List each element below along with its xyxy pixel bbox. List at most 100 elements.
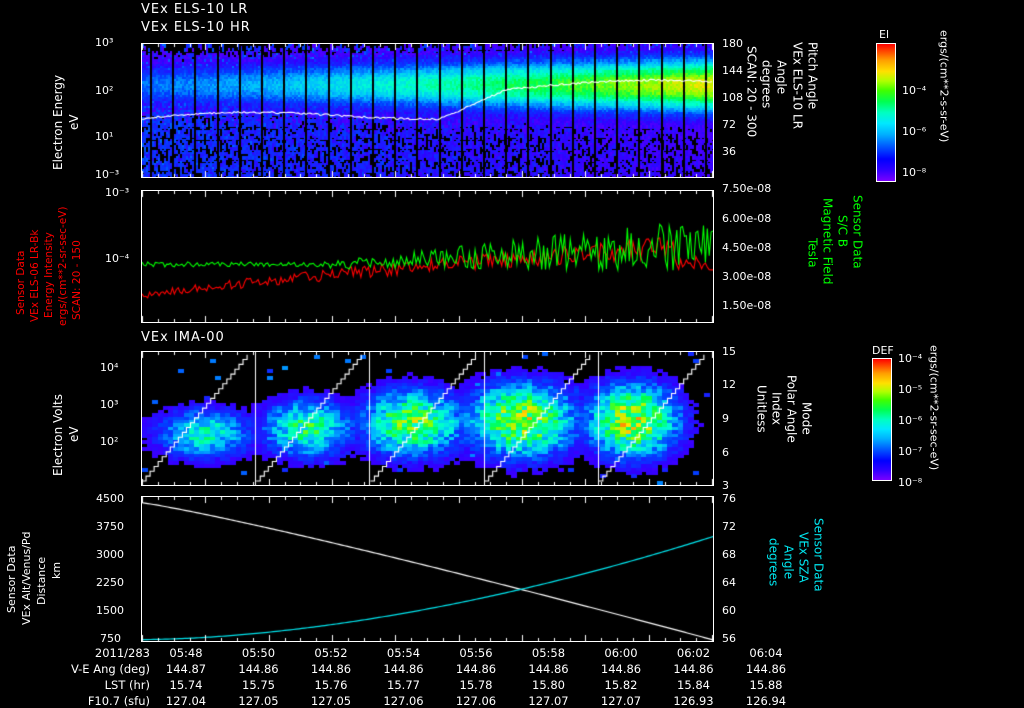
table-time-3: 05:54 bbox=[386, 646, 421, 660]
panel4-rtick-2: 68 bbox=[722, 548, 736, 561]
panel1-rsub-2: degrees bbox=[759, 60, 774, 109]
panel4-rtick-4: 60 bbox=[722, 604, 736, 617]
panel1-header-hr: VEx ELS-10 HR bbox=[141, 20, 251, 35]
table-cell-r1-c4: 15.78 bbox=[459, 678, 493, 692]
panel-intensity-magfield[interactable] bbox=[141, 190, 714, 323]
table-time-0: 05:48 bbox=[169, 646, 203, 660]
table-date-label: 2011/283 bbox=[94, 646, 150, 660]
table-cell-r1-c3: 15.77 bbox=[387, 678, 420, 692]
table-cell-r2-c3: 127.06 bbox=[383, 694, 424, 708]
ima-spectrogram-canvas bbox=[142, 352, 713, 485]
panel4-rtick-1: 72 bbox=[722, 520, 736, 533]
table-cell-r0-c8: 144.86 bbox=[745, 662, 787, 676]
altitude-sza-canvas bbox=[142, 497, 713, 641]
panel1-cb-tick-2: 10⁻⁸ bbox=[902, 166, 927, 179]
panel3-colorbar bbox=[872, 358, 892, 481]
table-cell-r0-c1: 144.86 bbox=[238, 662, 279, 676]
panel3-rtick-4: 3 bbox=[722, 479, 729, 492]
panel1-cb-tick-0: 10⁻⁴ bbox=[902, 84, 927, 97]
panel1-rtick-4: 36 bbox=[722, 145, 736, 158]
panel2-rlabel-2: S/C B bbox=[835, 215, 850, 248]
panel1-rlabel-2: VEx ELS-10 LR bbox=[790, 42, 805, 130]
panel-altitude-sza[interactable] bbox=[141, 496, 714, 642]
table-cell-r2-c6: 127.07 bbox=[600, 694, 642, 708]
panel4-ytick-1: 3750 bbox=[96, 520, 124, 533]
panel3-rlabel-1: Mode bbox=[799, 402, 814, 435]
intensity-magfield-canvas bbox=[142, 191, 713, 322]
panel4-ytick-3: 2250 bbox=[96, 576, 124, 589]
panel4-ytick-2: 3000 bbox=[96, 548, 124, 561]
table-time-1: 05:50 bbox=[241, 646, 276, 660]
table-cell-r1-c5: 15.80 bbox=[532, 678, 565, 692]
panel3-colorbar-title: DEF bbox=[872, 344, 894, 357]
panel4-llabel-4: km bbox=[50, 561, 63, 579]
panel4-rlabel-4: degrees bbox=[766, 538, 781, 587]
panel4-rtick-3: 64 bbox=[722, 576, 736, 589]
els-spectrogram-canvas bbox=[142, 44, 713, 177]
table-cell-r1-c7: 15.84 bbox=[677, 678, 710, 692]
table-cell-r1-c6: 15.82 bbox=[604, 678, 638, 692]
panel2-llabel-1: Sensor Data bbox=[15, 250, 27, 315]
panel2-rtick-0: 7.50e-08 bbox=[722, 182, 772, 195]
table-cell-r0-c6: 144.86 bbox=[600, 662, 642, 676]
panel3-cb-tick-1: 10⁻⁵ bbox=[898, 383, 923, 396]
panel2-llabel-4: ergs/(cm**2-sr-sec-eV) bbox=[57, 206, 69, 326]
table-cell-r2-c5: 127.07 bbox=[528, 694, 569, 708]
panel2-rtick-1: 6.00e-08 bbox=[722, 212, 772, 225]
panel3-cb-tick-3: 10⁻⁷ bbox=[898, 445, 923, 458]
table-time-7: 06:02 bbox=[676, 646, 711, 660]
table-row-label-2: F10.7 (sfu) bbox=[87, 694, 150, 708]
panel3-rtick-2: 9 bbox=[722, 412, 729, 425]
table-cell-r1-c2: 15.76 bbox=[314, 678, 348, 692]
panel-els-spectrogram[interactable] bbox=[141, 43, 714, 178]
panel1-ytick-3: 10⁻³ bbox=[95, 168, 120, 181]
panel1-colorbar-title: El bbox=[879, 28, 890, 41]
table-time-2: 05:52 bbox=[314, 646, 348, 660]
table-cell-r0-c2: 144.86 bbox=[310, 662, 352, 676]
panel2-ytick-1: 10⁻⁴ bbox=[105, 252, 130, 265]
panel1-colorbar bbox=[876, 43, 896, 182]
panel1-header-lr: VEx ELS-10 LR bbox=[141, 2, 249, 17]
panel3-ylabel-2: eV bbox=[67, 426, 81, 442]
panel4-rlabel-1: Sensor Data bbox=[811, 518, 826, 592]
table-time-4: 05:56 bbox=[459, 646, 493, 660]
table-cell-r2-c4: 127.06 bbox=[455, 694, 497, 708]
table-cell-r0-c3: 144.86 bbox=[383, 662, 424, 676]
table-time-6: 06:00 bbox=[604, 646, 638, 660]
panel2-rlabel-4: Tesla bbox=[805, 238, 820, 268]
panel1-ytick-1: 10² bbox=[95, 84, 114, 97]
table-row-label-1: LST (hr) bbox=[104, 678, 150, 692]
panel1-rtick-1: 144 bbox=[722, 64, 743, 77]
panel3-ytick-2: 10² bbox=[100, 435, 119, 448]
table-cell-r2-c8: 126.94 bbox=[745, 694, 787, 708]
panel3-rlabel-2: Polar Angle bbox=[784, 375, 799, 443]
table-cell-r0-c7: 144.86 bbox=[673, 662, 714, 676]
panel4-rlabel-2: VEx SZA bbox=[796, 532, 811, 583]
table-cell-r0-c4: 144.86 bbox=[455, 662, 497, 676]
panel3-header: VEx IMA-00 bbox=[141, 330, 225, 345]
panel1-rtick-2: 108 bbox=[722, 91, 743, 104]
panel2-llabel-5: SCAN: 20 - 150 bbox=[71, 240, 83, 320]
panel1-rtick-0: 180 bbox=[722, 37, 743, 50]
panel1-rsub-3: SCAN: 20 - 300 bbox=[744, 46, 759, 138]
panel3-rtick-0: 15 bbox=[722, 345, 736, 358]
table-cell-r1-c8: 15.88 bbox=[749, 678, 783, 692]
panel4-rlabel-3: Angle bbox=[781, 545, 796, 580]
panel1-cb-tick-1: 10⁻⁶ bbox=[902, 125, 927, 138]
panel2-rtick-3: 3.00e-08 bbox=[722, 270, 772, 283]
panel3-rlabel-3: Index bbox=[769, 392, 784, 426]
panel4-llabel-3: Distance bbox=[35, 556, 48, 605]
panel1-ylabel-1: Electron Energy bbox=[51, 74, 65, 170]
panel-ima-spectrogram[interactable] bbox=[141, 351, 714, 486]
table-time-5: 05:58 bbox=[531, 646, 566, 660]
panel1-rsub-1: Angle bbox=[774, 60, 789, 95]
panel2-rtick-4: 1.50e-08 bbox=[722, 299, 772, 312]
table-cell-r1-c1: 15.75 bbox=[242, 678, 275, 692]
panel2-llabel-2: VEx ELS-06 LR-Bk bbox=[29, 229, 41, 322]
panel3-ylabel-1: Electron Volts bbox=[51, 394, 65, 476]
panel1-ylabel-2: eV bbox=[67, 114, 81, 130]
table-cell-r2-c1: 127.05 bbox=[238, 694, 279, 708]
panel3-rtick-3: 6 bbox=[722, 446, 729, 459]
panel3-ytick-0: 10⁴ bbox=[100, 361, 119, 374]
panel2-llabel-3: Energy Intensity bbox=[43, 232, 55, 318]
